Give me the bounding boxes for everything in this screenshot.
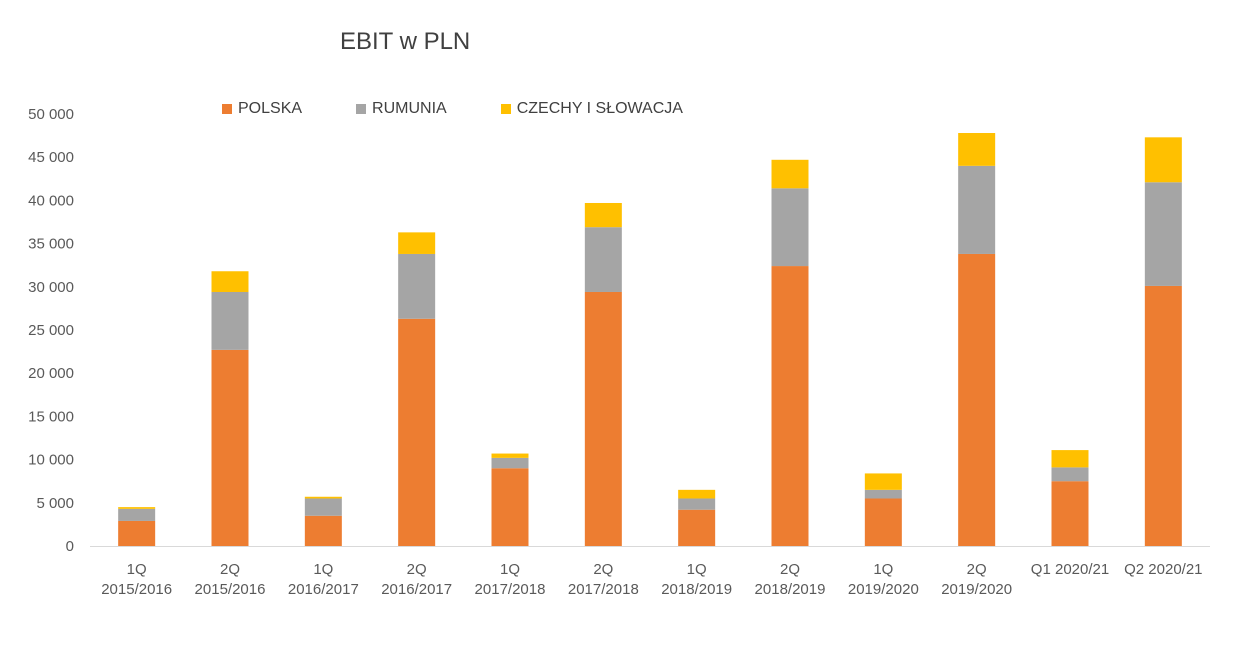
- chart-legend: POLSKA RUMUNIA CZECHY I SŁOWACJA: [222, 100, 683, 118]
- y-tick-label: 40 000: [28, 192, 74, 209]
- bar-segment-czechy: [1051, 450, 1089, 468]
- bar-segment-polska: [491, 468, 529, 546]
- x-tick-label: 2Q 2017/2018: [568, 561, 639, 598]
- legend-item-polska: POLSKA: [222, 100, 302, 118]
- bar-segment-polska: [398, 318, 436, 546]
- legend-label-polska: POLSKA: [238, 100, 303, 117]
- bar-segment-czechy: [211, 271, 249, 292]
- x-tick-label-line: Q1 2020/21: [1031, 561, 1109, 578]
- bar-segment-rumunia: [118, 508, 156, 521]
- x-tick-label: 2Q 2018/2019: [755, 561, 826, 598]
- bar-segment-rumunia: [1144, 182, 1182, 286]
- bar-segment-czechy: [584, 202, 622, 228]
- bar-segment-polska: [1051, 481, 1089, 546]
- x-tick-label-line: 2019/2020: [941, 581, 1012, 598]
- bar-segment-rumunia: [1051, 467, 1089, 482]
- bar-segment-czechy: [771, 159, 809, 189]
- bar-segment-polska: [958, 253, 996, 546]
- x-tick-label: 2Q 2015/2016: [195, 561, 266, 598]
- x-tick-label-line: 2017/2018: [568, 581, 639, 598]
- x-tick-label-line: 2Q: [780, 561, 800, 578]
- x-tick-label-line: 2016/2017: [288, 581, 359, 598]
- bar-segment-polska: [678, 509, 716, 546]
- y-tick-label: 10 000: [28, 452, 74, 469]
- x-axis: 1Q 2015/2016 2Q 2015/2016 1Q 2016/2017 2Q 2016/…: [101, 561, 1202, 598]
- legend-swatch-rumunia: [356, 104, 367, 114]
- x-tick-label: 2Q 2019/2020: [941, 561, 1012, 598]
- bar-segment-rumunia: [398, 253, 436, 319]
- bar-segment-czechy: [1144, 137, 1182, 183]
- legend-swatch-polska: [222, 104, 232, 114]
- legend-item-rumunia: RUMUNIA: [356, 100, 447, 118]
- x-tick-label: 1Q 2017/2018: [475, 561, 546, 598]
- chart-title: EBIT w PLN: [340, 28, 471, 55]
- bars: [118, 133, 1182, 546]
- x-tick-label-line: 2Q: [967, 561, 987, 578]
- x-tick-label: Q1 2020/21: [1031, 561, 1109, 578]
- bar-segment-rumunia: [304, 498, 342, 516]
- y-axis: 0 5 000 10 000 15 000 20 000 25 000 30 000 35 0…: [28, 106, 74, 555]
- bar-segment-rumunia: [864, 489, 902, 499]
- x-tick-label-line: 1Q: [687, 561, 707, 578]
- bar-segment-polska: [118, 520, 156, 546]
- y-tick-label: 5 000: [36, 495, 74, 512]
- y-tick-label: 20 000: [28, 365, 74, 382]
- x-tick-label: 1Q 2015/2016: [101, 561, 172, 598]
- bar-segment-czechy: [398, 232, 436, 254]
- x-tick-label-line: 2Q: [407, 561, 427, 578]
- bar-segment-rumunia: [211, 291, 249, 350]
- legend-item-czechy: CZECHY I SŁOWACJA: [500, 100, 683, 118]
- x-tick-label: 1Q 2016/2017: [288, 561, 359, 598]
- legend-swatch-czechy: [500, 104, 511, 114]
- bar-segment-czechy: [491, 453, 529, 458]
- bar-segment-czechy: [118, 507, 156, 509]
- x-tick-label-line: 2019/2020: [848, 581, 919, 598]
- x-tick-label: 1Q 2019/2020: [848, 561, 919, 598]
- x-tick-label-line: 2Q: [220, 561, 240, 578]
- x-tick-label-line: Q2 2020/21: [1124, 561, 1202, 578]
- bar-segment-rumunia: [958, 165, 996, 254]
- y-tick-label: 45 000: [28, 149, 74, 166]
- x-tick-label: 1Q 2018/2019: [661, 561, 732, 598]
- bar-segment-czechy: [958, 133, 996, 166]
- x-tick-label: Q2 2020/21: [1124, 561, 1202, 578]
- bar-segment-polska: [771, 266, 809, 546]
- y-tick-label: 0: [66, 538, 74, 555]
- y-tick-label: 50 000: [28, 106, 74, 123]
- bar-segment-polska: [864, 498, 902, 546]
- bar-segment-czechy: [304, 496, 342, 499]
- bar-segment-polska: [304, 515, 342, 546]
- x-tick-label-line: 2015/2016: [195, 581, 266, 598]
- x-tick-label-line: 2018/2019: [755, 581, 826, 598]
- x-tick-label-line: 1Q: [500, 561, 520, 578]
- x-tick-label-line: 1Q: [873, 561, 893, 578]
- bar-segment-czechy: [864, 473, 902, 490]
- x-tick-label-line: 2015/2016: [101, 581, 172, 598]
- legend-label-rumunia: RUMUNIA: [372, 100, 447, 117]
- bar-segment-polska: [1144, 285, 1182, 546]
- y-tick-label: 15 000: [28, 408, 74, 425]
- x-tick-label-line: 1Q: [313, 561, 333, 578]
- bar-segment-czechy: [678, 489, 716, 499]
- bar-segment-rumunia: [584, 227, 622, 292]
- x-tick-label-line: 1Q: [127, 561, 147, 578]
- bar-segment-rumunia: [678, 498, 716, 510]
- bar-segment-rumunia: [771, 188, 809, 267]
- x-tick-label-line: 2017/2018: [475, 581, 546, 598]
- y-tick-label: 30 000: [28, 279, 74, 296]
- x-tick-label-line: 2018/2019: [661, 581, 732, 598]
- bar-segment-rumunia: [491, 457, 529, 469]
- legend-label-czechy: CZECHY I SŁOWACJA: [516, 100, 683, 117]
- bar-segment-polska: [211, 349, 249, 546]
- x-tick-label: 2Q 2016/2017: [381, 561, 452, 598]
- x-tick-label-line: 2Q: [593, 561, 613, 578]
- bar-segment-polska: [584, 291, 622, 546]
- x-tick-label-line: 2016/2017: [381, 581, 452, 598]
- y-tick-label: 35 000: [28, 236, 74, 253]
- y-tick-label: 25 000: [28, 322, 74, 339]
